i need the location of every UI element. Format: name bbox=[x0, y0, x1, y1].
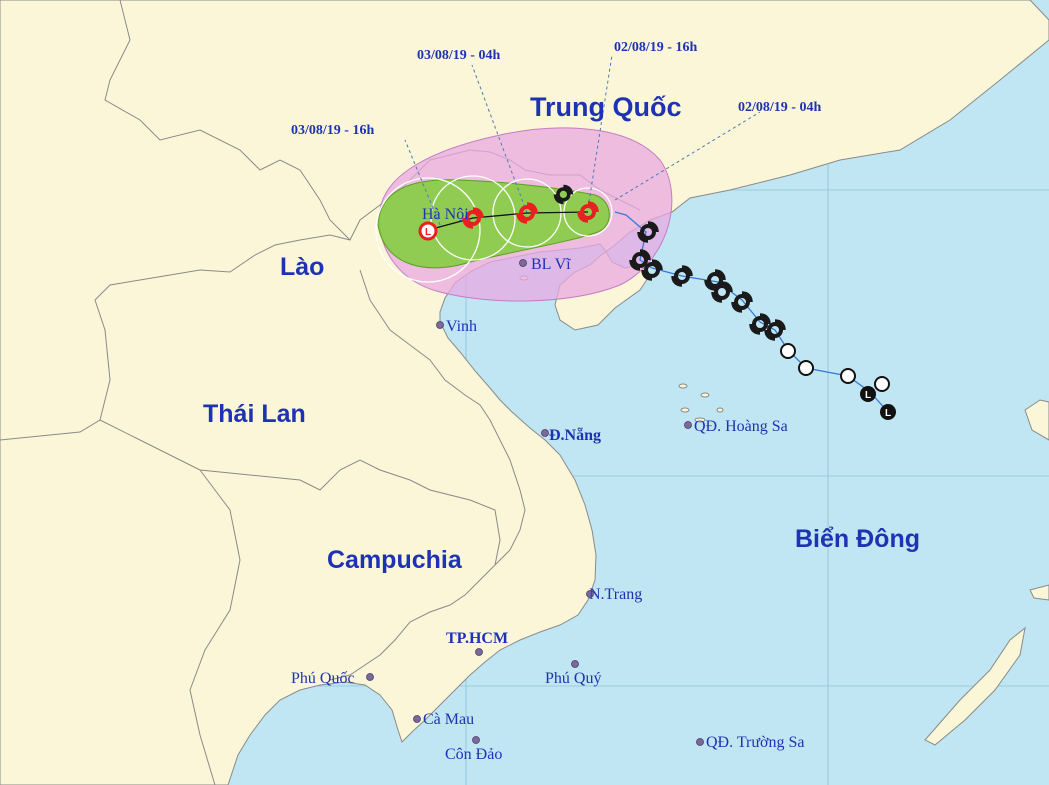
past-low-circle bbox=[874, 376, 890, 392]
forecast-time-label-3: 03/08/19 - 04h bbox=[417, 48, 500, 63]
strong-wind-zone bbox=[377, 179, 610, 269]
label-cambodia: Campuchia bbox=[327, 546, 463, 574]
past-low-circle bbox=[780, 343, 796, 359]
label-truong-sa: QĐ. Trường Sa bbox=[706, 734, 805, 751]
leader-lines bbox=[404, 54, 761, 226]
past-low-letter: L bbox=[885, 408, 891, 419]
past-positions: L L bbox=[553, 184, 896, 420]
label-ho-chi-minh: TP.HCM bbox=[446, 630, 508, 647]
forecast-low-letter: L bbox=[425, 227, 431, 238]
past-low-marker bbox=[860, 386, 876, 402]
past-low-circle bbox=[798, 360, 814, 376]
place-dots bbox=[366, 259, 704, 746]
label-vinh: Vinh bbox=[446, 318, 477, 335]
forecast-track-line bbox=[427, 211, 589, 231]
label-con-dao: Côn Đảo bbox=[445, 746, 502, 763]
national-borders bbox=[0, 0, 641, 785]
forecast-time-label-1: 02/08/19 - 04h bbox=[738, 100, 821, 115]
label-nha-trang: N.Trang bbox=[589, 586, 642, 603]
islands bbox=[519, 275, 1049, 746]
label-da-nang: Đ.Nẵng bbox=[549, 427, 601, 444]
forecast-low-marker bbox=[418, 221, 438, 241]
label-hanoi: Hà Nội bbox=[422, 206, 469, 223]
label-east-sea: Biển Đông bbox=[795, 525, 920, 553]
label-china: Trung Quốc bbox=[530, 92, 682, 122]
label-bach-long-vi: BL Vĩ bbox=[531, 256, 571, 273]
forecast-positions: L bbox=[418, 201, 599, 241]
label-phu-quoc: Phú Quốc bbox=[291, 670, 355, 687]
past-low-circle bbox=[840, 368, 856, 384]
past-low-letter: L bbox=[865, 390, 871, 401]
forecast-time-label-4: 03/08/19 - 16h bbox=[291, 123, 374, 138]
past-low-marker bbox=[880, 404, 896, 420]
label-laos: Lào bbox=[280, 253, 324, 281]
label-hoang-sa: QĐ. Hoàng Sa bbox=[694, 418, 788, 435]
label-ca-mau: Cà Mau bbox=[423, 711, 474, 728]
label-thailand: Thái Lan bbox=[203, 400, 306, 428]
forecast-time-label-2: 02/08/19 - 16h bbox=[614, 40, 697, 55]
label-phu-quy: Phú Quý bbox=[545, 670, 601, 687]
